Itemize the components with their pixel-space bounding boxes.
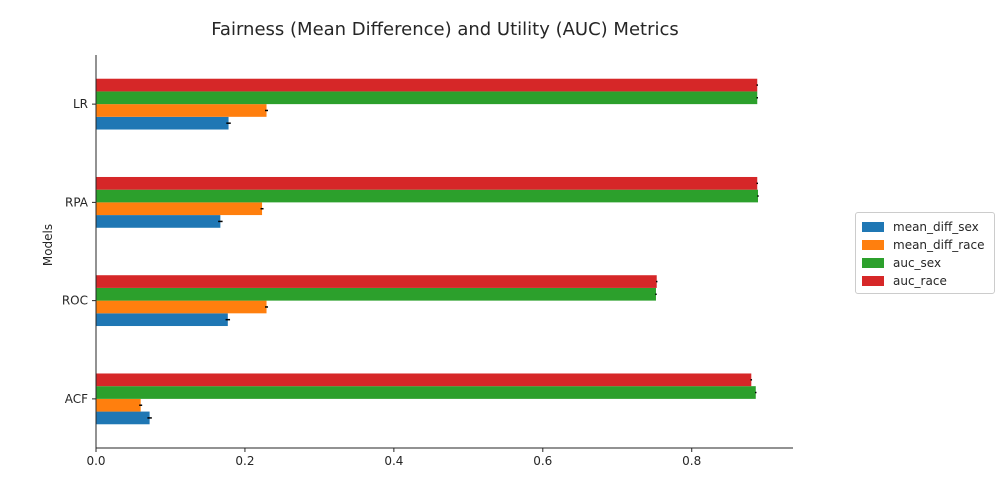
x-tick-label: 0.2 (235, 454, 254, 468)
bar-mean_diff_sex-rpa (96, 215, 221, 228)
y-tick-label: ROC (62, 294, 88, 308)
bar-auc_sex-acf (96, 386, 756, 399)
legend-label: mean_diff_race (893, 238, 985, 252)
bar-mean_diff_race-acf (96, 398, 141, 412)
legend-label: auc_sex (893, 256, 942, 270)
legend-label: auc_race (893, 274, 947, 288)
chart-title: Fairness (Mean Difference) and Utility (… (211, 19, 679, 40)
legend-swatch (862, 222, 884, 232)
legend-item-mean_diff_sex: mean_diff_sex (862, 218, 988, 236)
bar-mean_diff_sex-roc (96, 313, 228, 327)
bar-mean_diff_sex-lr (96, 116, 229, 130)
y-tick-label: RPA (65, 195, 89, 209)
x-tick-label: 0.6 (533, 454, 552, 468)
bar-mean_diff_race-roc (96, 300, 267, 314)
bar-auc_race-roc (96, 275, 657, 288)
x-tick-label: 0.0 (86, 454, 105, 468)
bar-mean_diff_sex-acf (96, 411, 150, 425)
bar-auc_race-lr (96, 78, 758, 92)
x-tick-label: 0.4 (384, 454, 403, 468)
axes-group: ACF ROC RPA LR 0.0 0.2 0.4 0.6 0.8 (62, 55, 793, 468)
legend-swatch (862, 240, 884, 250)
legend-item-mean_diff_race: mean_diff_race (862, 236, 988, 254)
bars-group (96, 78, 759, 425)
legend-item-auc_sex: auc_sex (862, 254, 988, 272)
bar-auc_sex-roc (96, 287, 656, 301)
bar-auc_sex-lr (96, 91, 758, 105)
y-tick-label: ACF (65, 392, 88, 406)
legend-item-auc_race: auc_race (862, 272, 988, 290)
x-tick-label: 0.8 (682, 454, 701, 468)
bar-mean_diff_race-lr (96, 104, 267, 117)
legend-label: mean_diff_sex (893, 220, 979, 234)
legend-swatch (862, 258, 884, 268)
legend-swatch (862, 276, 884, 286)
legend: mean_diff_sex mean_diff_race auc_sex auc_ra… (855, 212, 995, 294)
bar-mean_diff_race-rpa (96, 202, 263, 216)
y-axis-label: Models (41, 224, 55, 266)
bar-auc_race-rpa (96, 176, 758, 190)
bar-auc_race-acf (96, 373, 752, 387)
bar-auc_sex-rpa (96, 189, 759, 203)
y-tick-label: LR (73, 97, 88, 111)
